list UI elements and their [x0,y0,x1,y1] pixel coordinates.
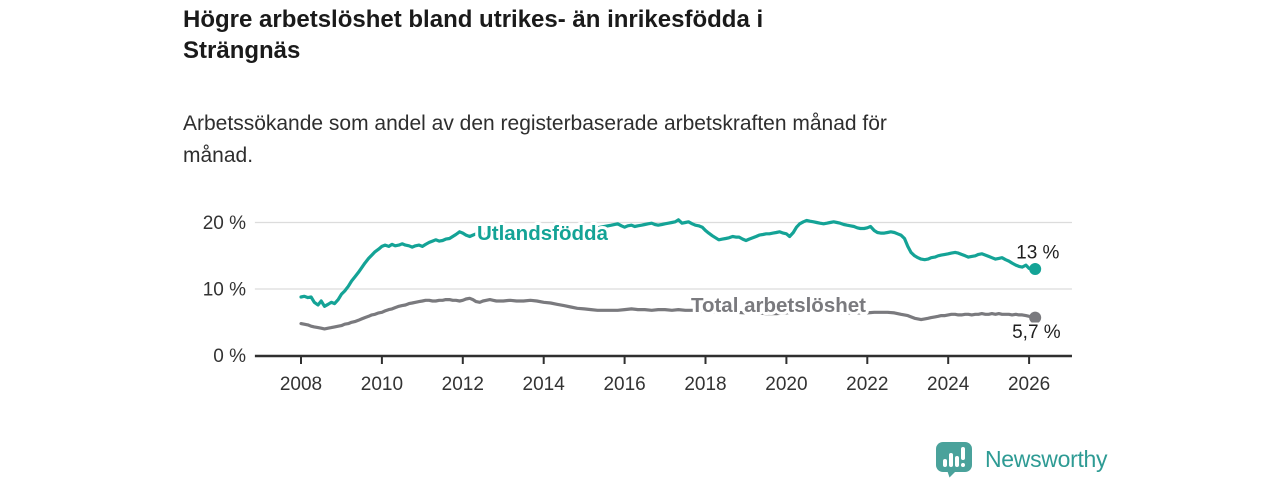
x-axis-tick-label: 2020 [765,374,807,395]
bar-chart-pin-icon [936,442,972,478]
x-axis-tick-label: 2024 [927,374,970,395]
x-axis-tick-label: 2014 [523,374,566,395]
chart-subtitle: Arbetssökande som andel av den registerb… [183,112,887,167]
x-axis-tick-label: 2008 [280,374,322,395]
series-label-total-arbetsloshet: Total arbetslöshet [691,294,866,317]
x-axis-tick-label: 2010 [361,374,403,395]
series-label-utlandsfodda: Utlandsfödda [477,222,609,245]
newsworthy-wordmark: Newsworthy [985,446,1108,472]
x-axis-tick-label: 2016 [603,374,645,395]
end-dot-utlandsfodda [1029,263,1042,276]
y-axis-tick-label: 0 % [213,346,246,367]
y-axis-tick-label: 10 % [203,280,246,301]
series-line-total-arbetsloshet [299,296,1037,331]
x-axis-tick-label: 2018 [684,374,726,395]
page-title: Högre arbetslöshet bland utrikes- än inr… [183,6,764,64]
y-axis-tick-label: 20 % [203,213,246,234]
x-axis-tick-label: 2022 [846,374,888,395]
newsworthy-logo: Newsworthy [935,441,1108,478]
x-axis-tick-label: 2026 [1008,374,1050,395]
series-line-utlandsfodda [299,218,1037,308]
end-value-label-utlandsfodda: 13 % [1016,242,1059,263]
end-dot-total-arbetsloshet [1029,311,1042,324]
x-axis-tick-label: 2012 [442,374,484,395]
end-value-label-total-arbetsloshet: 5,7 % [1012,322,1061,343]
